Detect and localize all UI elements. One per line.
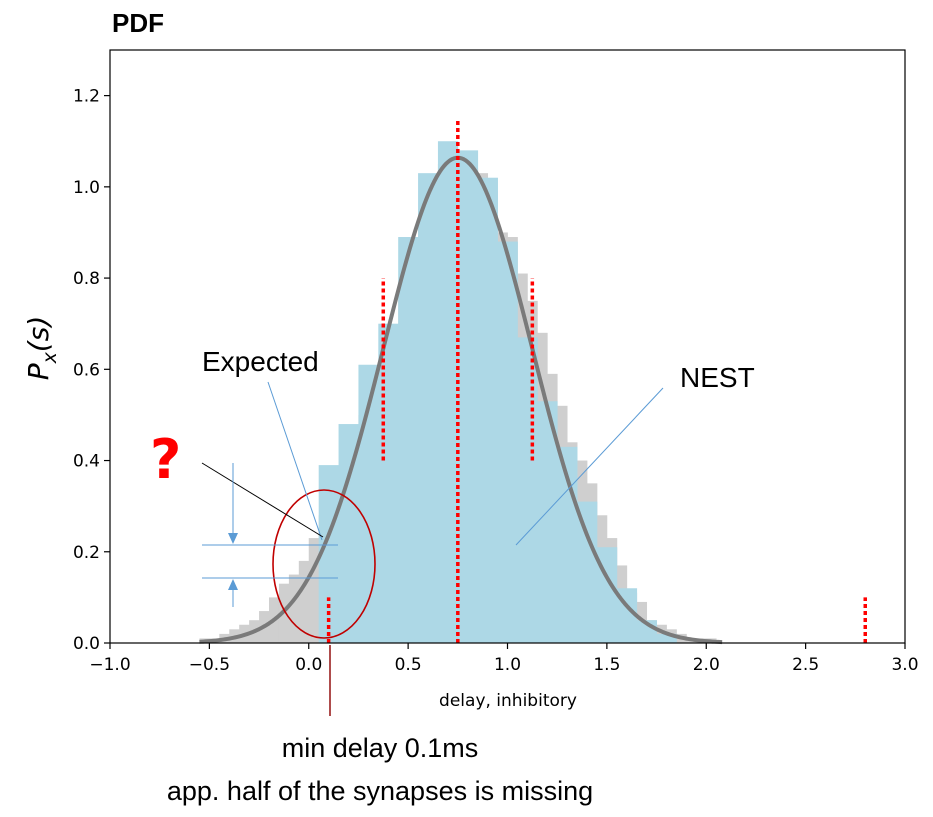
x-tick-label: 1.5 xyxy=(593,655,620,675)
nest-bar xyxy=(318,465,339,643)
nest-callout-line xyxy=(515,387,664,546)
nest-bar xyxy=(477,177,498,643)
x-tick-label: 0.0 xyxy=(295,655,322,675)
x-tick-label: 0.5 xyxy=(395,655,422,675)
x-axis-ticks: −1.0 −0.5 0.0 0.5 1.0 1.5 2.0 2.5 3.0 xyxy=(89,643,919,675)
up-arrow-icon xyxy=(228,579,238,590)
down-arrow-icon xyxy=(228,533,238,544)
nest-bar xyxy=(656,633,677,643)
x-tick-label: 2.0 xyxy=(693,655,720,675)
y-tick-label: 0.0 xyxy=(73,634,100,654)
y-axis-ticks: 0.0 0.2 0.4 0.6 0.8 1.0 1.2 xyxy=(73,87,110,654)
red-marker-lines xyxy=(326,118,867,643)
x-tick-label: 1.0 xyxy=(494,655,521,675)
y-tick-label: 0.4 xyxy=(73,452,100,472)
highlight-ellipse xyxy=(272,489,376,639)
pdf-curve xyxy=(199,155,723,645)
y-tick-label: 1.0 xyxy=(73,178,100,198)
min-delay-note: min delay 0.1ms xyxy=(281,733,479,763)
question-mark: ? xyxy=(150,428,182,491)
nest-label: NEST xyxy=(680,362,755,393)
nest-bar xyxy=(517,337,538,643)
y-tick-label: 1.2 xyxy=(73,87,100,107)
page-title: PDF xyxy=(112,8,164,38)
nest-bar xyxy=(378,323,399,643)
expected-bar xyxy=(288,574,300,643)
nest-bar xyxy=(457,150,479,643)
question-pointer-line xyxy=(201,462,324,538)
missing-synapses-note: app. half of the synapses is missing xyxy=(166,776,594,806)
nest-bar xyxy=(338,424,359,643)
x-tick-label: −0.5 xyxy=(189,655,230,675)
nest-bar xyxy=(418,173,439,643)
x-tick-label: 3.0 xyxy=(891,655,918,675)
nest-bar xyxy=(497,241,518,643)
expected-bar xyxy=(298,560,310,643)
nest-bar xyxy=(577,501,598,643)
nest-bar xyxy=(358,364,379,643)
nest-bar xyxy=(398,237,419,643)
nest-bar xyxy=(537,401,558,643)
y-tick-label: 0.6 xyxy=(73,360,100,380)
y-tick-label: 0.2 xyxy=(73,543,100,563)
expected-callout-line xyxy=(267,381,323,541)
x-tick-label: −1.0 xyxy=(89,655,130,675)
y-axis-label: Px(s) xyxy=(22,316,61,381)
expected-label: Expected xyxy=(202,346,319,377)
x-axis-label: delay, inhibitory xyxy=(439,691,577,711)
x-tick-label: 2.5 xyxy=(792,655,819,675)
pdf-curve-line xyxy=(199,155,723,645)
y-tick-label: 0.8 xyxy=(73,269,100,289)
nest-bar xyxy=(437,141,459,644)
annotation-overlay xyxy=(201,381,664,716)
expected-bar xyxy=(656,624,667,643)
expected-bar xyxy=(308,538,320,643)
